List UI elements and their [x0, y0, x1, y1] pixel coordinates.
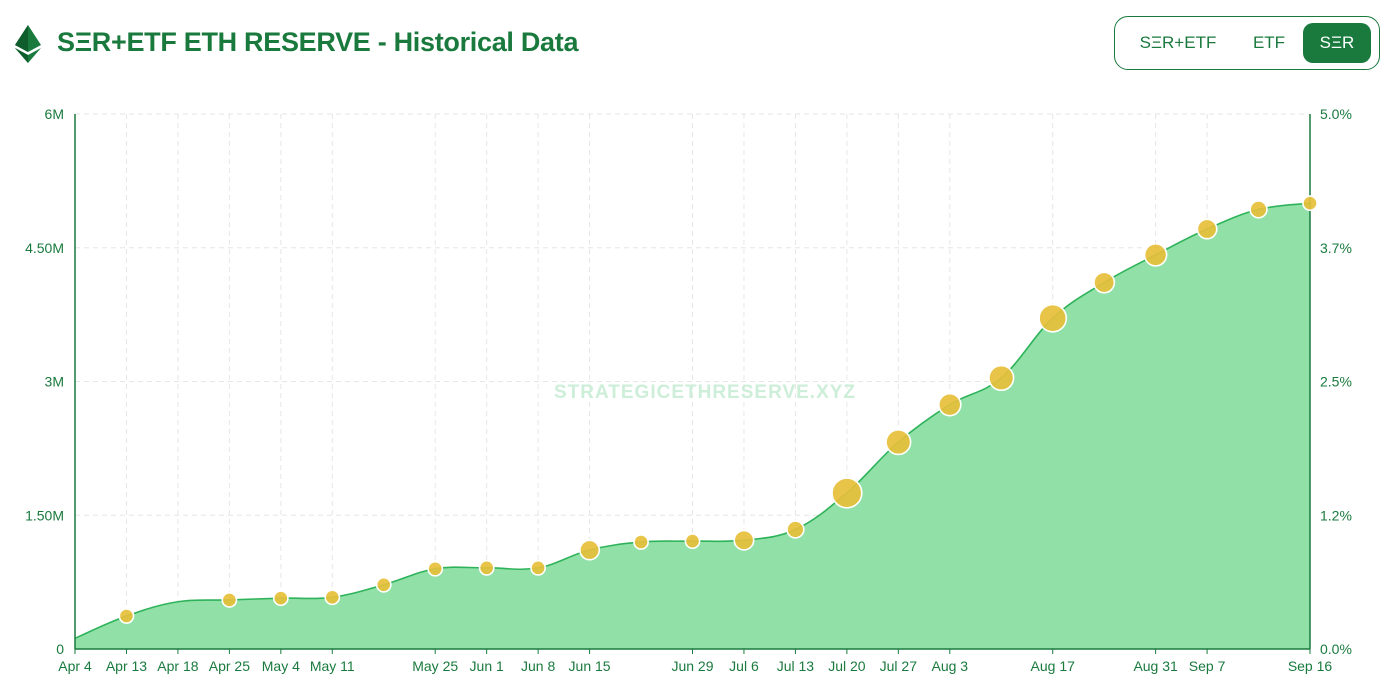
data-point[interactable]	[1249, 200, 1268, 219]
data-point[interactable]	[427, 560, 444, 577]
x-tick-label: Apr 18	[157, 658, 198, 674]
data-point[interactable]	[530, 559, 547, 576]
x-tick-label: Apr 4	[58, 658, 92, 674]
x-tick-label: Apr 13	[106, 658, 147, 674]
x-tick-label: Aug 31	[1133, 658, 1178, 674]
y-tick-label-left: 0	[56, 641, 64, 657]
data-point[interactable]	[684, 533, 701, 550]
x-tick-label: Sep 7	[1189, 658, 1226, 674]
watermark: STRATEGICETHRESERVE.XYZ	[554, 382, 856, 403]
data-point[interactable]	[579, 539, 601, 561]
y-tick-label-left: 6M	[45, 106, 64, 122]
data-point[interactable]	[733, 529, 755, 551]
x-tick-label: Sep 16	[1288, 658, 1333, 674]
data-point[interactable]	[221, 592, 238, 608]
data-point[interactable]	[937, 392, 962, 417]
data-point[interactable]	[1093, 271, 1116, 294]
data-point[interactable]	[988, 364, 1015, 392]
data-point[interactable]	[633, 534, 649, 550]
area-fill	[75, 203, 1310, 649]
data-point[interactable]	[1143, 243, 1168, 267]
data-point[interactable]	[831, 477, 863, 509]
x-tick-label: May 25	[412, 658, 458, 674]
y-tick-label-left: 4.50M	[25, 240, 64, 256]
x-tick-label: Jul 27	[880, 658, 918, 674]
x-tick-label: Aug 17	[1031, 658, 1076, 674]
x-tick-label: Jun 8	[521, 658, 555, 674]
x-tick-label: May 4	[262, 658, 300, 674]
y-tick-label-right: 0.0%	[1320, 641, 1352, 657]
x-tick-label: Jun 29	[671, 658, 713, 674]
x-tick-label: May 11	[310, 658, 355, 674]
x-tick-label: Jun 1	[470, 658, 504, 674]
data-point[interactable]	[272, 590, 289, 607]
y-tick-label-right: 2.5%	[1320, 374, 1352, 390]
dataset-toggle: SΞR+ETF ETF SΞR	[1114, 16, 1380, 70]
y-tick-label-left: 3M	[45, 374, 64, 390]
ethereum-icon	[15, 25, 41, 63]
x-tick-label: Apr 25	[209, 658, 250, 674]
data-point[interactable]	[1196, 218, 1218, 240]
toggle-etf[interactable]: ETF	[1252, 33, 1286, 52]
x-tick-label: Jul 6	[729, 658, 759, 674]
data-point[interactable]	[118, 608, 135, 624]
y-tick-label-left: 1.50M	[25, 507, 64, 523]
data-point[interactable]	[1038, 303, 1068, 333]
y-tick-label-right: 5.0%	[1320, 106, 1352, 122]
data-point[interactable]	[786, 520, 805, 539]
x-tick-label: Jul 13	[777, 658, 815, 674]
data-point[interactable]	[324, 589, 341, 606]
x-tick-label: Aug 3	[931, 658, 968, 674]
toggle-ser-etf[interactable]: SΞR+ETF	[1139, 33, 1217, 52]
data-point[interactable]	[885, 429, 912, 456]
toggle-ser[interactable]: SΞR	[1303, 23, 1371, 63]
x-tick-label: Jul 20	[828, 658, 866, 674]
x-tick-label: Jun 15	[569, 658, 611, 674]
y-tick-label-right: 1.2%	[1320, 507, 1352, 523]
page-title: SΞR+ETF ETH RESERVE - Historical Data	[57, 27, 579, 57]
data-point[interactable]	[478, 559, 495, 576]
data-point[interactable]	[375, 576, 392, 593]
data-point[interactable]	[1302, 195, 1318, 212]
y-tick-label-right: 3.7%	[1320, 240, 1352, 256]
chart-header: SΞR+ETF ETH RESERVE - Historical Data SΞ…	[0, 0, 1400, 90]
